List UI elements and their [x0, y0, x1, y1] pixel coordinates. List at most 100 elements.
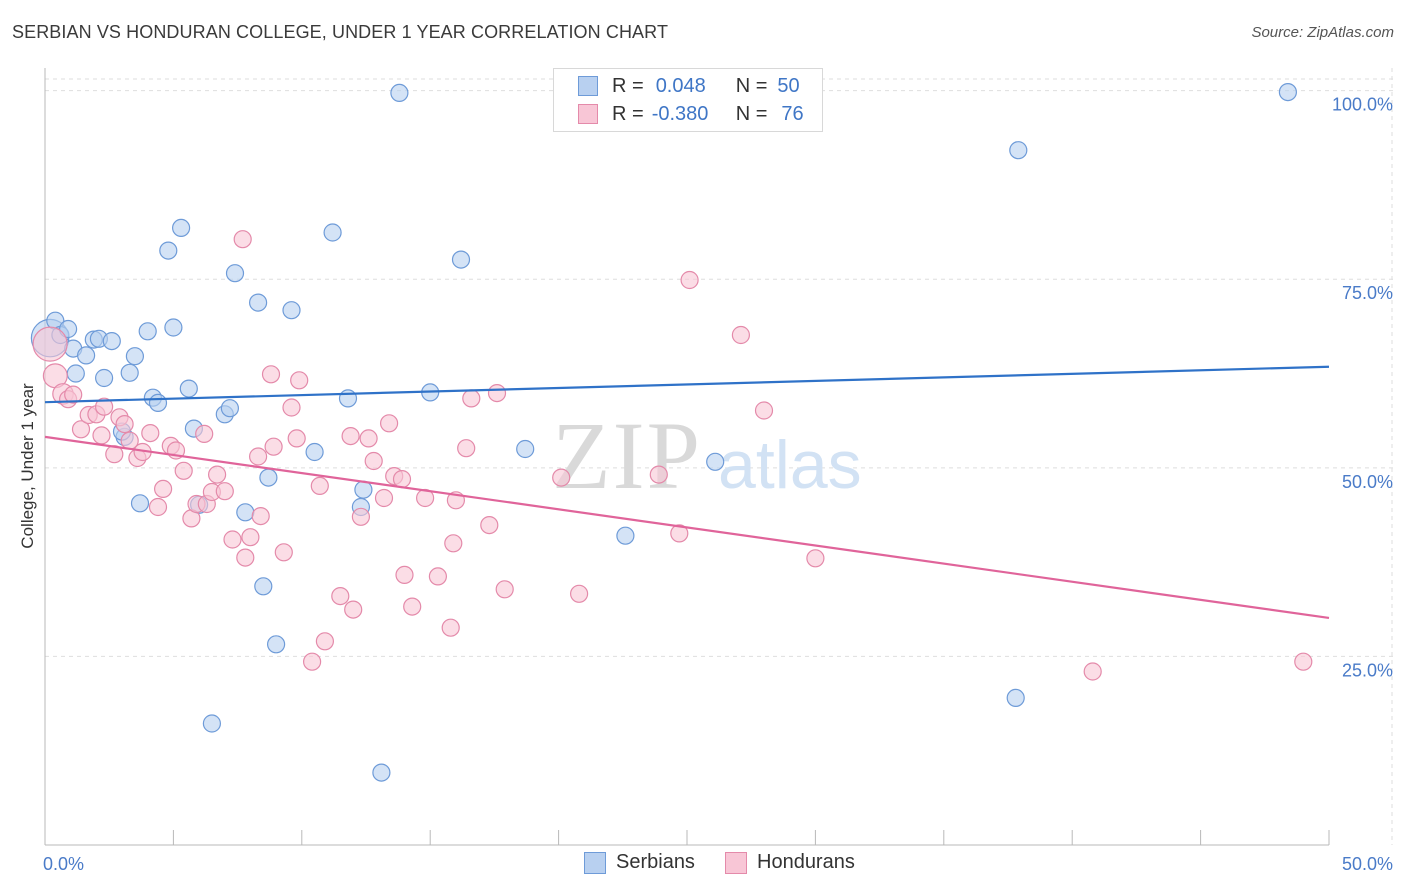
x-tick-label: 50.0%: [1342, 854, 1393, 874]
r-label: R =: [612, 102, 644, 125]
serbians-point[interactable]: [390, 83, 409, 103]
serbians-point[interactable]: [451, 250, 471, 269]
hondurans-point[interactable]: [1083, 662, 1102, 681]
serbians-point[interactable]: [254, 577, 273, 596]
hondurans-point[interactable]: [141, 424, 160, 443]
hondurans-point[interactable]: [344, 600, 363, 619]
serbians-swatch: [584, 851, 606, 874]
serbians-point[interactable]: [164, 318, 183, 337]
hondurans-point[interactable]: [315, 632, 334, 651]
y-tick-label: 50.0%: [1342, 472, 1393, 492]
serbians-point[interactable]: [282, 301, 301, 320]
hondurans-point[interactable]: [215, 482, 234, 501]
serbians-point[interactable]: [138, 322, 157, 341]
serbians-point[interactable]: [1009, 141, 1028, 160]
hondurans-point[interactable]: [380, 414, 399, 433]
serbians-point[interactable]: [179, 379, 198, 398]
serbians-point[interactable]: [354, 480, 373, 499]
hondurans-point[interactable]: [236, 548, 255, 567]
hondurans-point[interactable]: [310, 476, 329, 495]
hondurans-point[interactable]: [462, 389, 481, 408]
hondurans-point[interactable]: [94, 397, 114, 416]
legend-item-hondurans[interactable]: Hondurans: [725, 851, 855, 874]
serbians-point[interactable]: [236, 503, 255, 522]
hondurans-point[interactable]: [303, 652, 322, 671]
hondurans-point[interactable]: [680, 270, 699, 290]
hondurans-point[interactable]: [71, 420, 91, 439]
hondurans-point[interactable]: [287, 429, 306, 448]
hondurans-point[interactable]: [264, 437, 283, 456]
hondurans-point[interactable]: [154, 479, 173, 498]
serbians-point[interactable]: [125, 347, 144, 366]
hondurans-point[interactable]: [1294, 652, 1313, 671]
serbians-point[interactable]: [267, 635, 286, 654]
hondurans-point[interactable]: [251, 506, 270, 526]
hondurans-point[interactable]: [32, 326, 68, 362]
hondurans-point[interactable]: [487, 384, 507, 403]
hondurans-point[interactable]: [806, 549, 825, 568]
serbians-point[interactable]: [1278, 82, 1298, 102]
hondurans-point[interactable]: [174, 461, 193, 480]
hondurans-point[interactable]: [392, 470, 412, 489]
hondurans-point[interactable]: [261, 365, 281, 384]
hondurans-point[interactable]: [331, 586, 350, 606]
hondurans-point[interactable]: [290, 371, 309, 390]
hondurans-point[interactable]: [754, 401, 774, 420]
hondurans-point[interactable]: [428, 567, 447, 586]
hondurans-point[interactable]: [649, 465, 668, 484]
hondurans-point[interactable]: [351, 507, 370, 526]
legend-item-serbians[interactable]: Serbians: [584, 851, 695, 874]
serbians-point[interactable]: [202, 714, 221, 733]
hondurans-point[interactable]: [359, 429, 378, 448]
serbians-point[interactable]: [120, 363, 139, 382]
hondurans-point[interactable]: [148, 497, 168, 517]
hondurans-point[interactable]: [223, 530, 242, 549]
serbians-point[interactable]: [616, 526, 635, 545]
watermark-zip: ZIP: [552, 402, 702, 509]
serbians-point[interactable]: [220, 399, 239, 418]
hondurans-point[interactable]: [441, 618, 460, 637]
hondurans-point[interactable]: [274, 543, 293, 562]
hondurans-point[interactable]: [208, 465, 227, 484]
hondurans-point[interactable]: [670, 524, 689, 543]
hondurans-point[interactable]: [480, 515, 499, 535]
hondurans-point[interactable]: [457, 439, 476, 458]
hondurans-point[interactable]: [374, 488, 394, 508]
serbians-point[interactable]: [94, 368, 114, 388]
serbians-point[interactable]: [323, 223, 342, 242]
serbians-point[interactable]: [372, 763, 391, 782]
serbians-point[interactable]: [249, 293, 268, 312]
hondurans-point[interactable]: [569, 584, 589, 603]
hondurans-point[interactable]: [233, 230, 252, 249]
hondurans-point[interactable]: [282, 398, 301, 417]
hondurans-point[interactable]: [552, 468, 571, 487]
serbians-point[interactable]: [225, 264, 245, 283]
serbians-point[interactable]: [516, 439, 535, 459]
serbians-point[interactable]: [338, 389, 358, 408]
serbians-point[interactable]: [259, 468, 278, 487]
serbians-point[interactable]: [148, 393, 168, 412]
hondurans-point[interactable]: [92, 426, 111, 445]
hondurans-point[interactable]: [731, 325, 751, 345]
serbians-point[interactable]: [1006, 688, 1025, 708]
hondurans-point[interactable]: [64, 385, 83, 404]
hondurans-point[interactable]: [495, 580, 514, 599]
hondurans-point[interactable]: [403, 597, 422, 616]
hondurans-point[interactable]: [341, 427, 360, 446]
serbians-point[interactable]: [305, 442, 324, 462]
serbians-point[interactable]: [102, 332, 121, 351]
hondurans-point[interactable]: [364, 451, 383, 471]
hondurans-point[interactable]: [249, 447, 268, 466]
hondurans-point[interactable]: [195, 424, 214, 443]
serbians-point[interactable]: [172, 218, 191, 237]
hondurans-point[interactable]: [444, 534, 463, 553]
serbians-point[interactable]: [159, 241, 178, 260]
hondurans-point[interactable]: [395, 565, 414, 585]
serbians-point[interactable]: [130, 494, 150, 513]
hondurans-point[interactable]: [115, 415, 134, 434]
hondurans-point[interactable]: [241, 528, 260, 547]
serbians-point[interactable]: [706, 452, 725, 471]
serbians-point[interactable]: [76, 346, 96, 365]
serbians-point[interactable]: [66, 364, 85, 383]
